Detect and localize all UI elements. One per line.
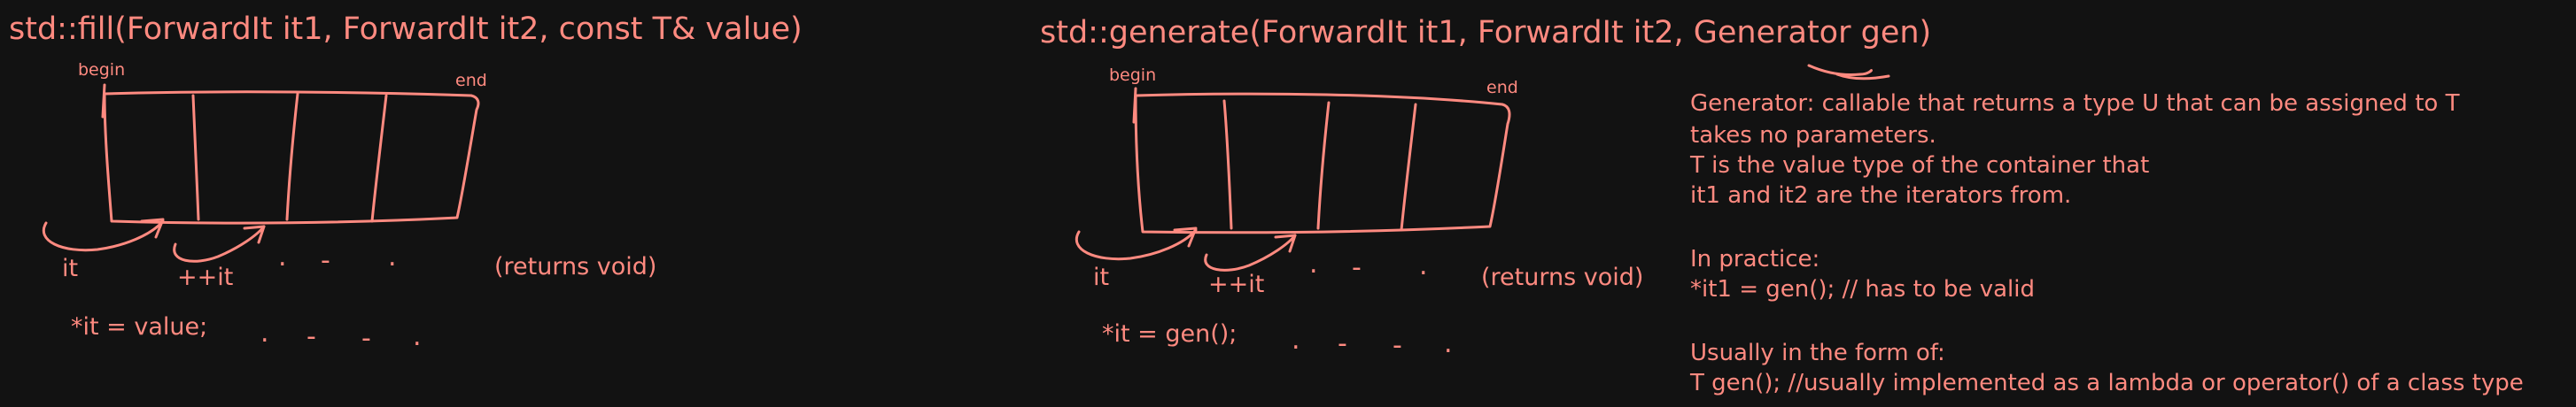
fill-array-divider-1	[191, 94, 200, 221]
generate-ellipsis-1: .	[1309, 249, 1318, 280]
fill-arrow-2-head	[243, 225, 266, 244]
generate-arrow-2-head	[1274, 234, 1297, 253]
fill-begin-marker	[101, 83, 106, 119]
fill-arrow-1	[43, 219, 165, 252]
generate-begin-label: begin	[1109, 65, 1157, 85]
fill-assignment: *it = value;	[71, 313, 208, 341]
fill-begin-label: begin	[78, 60, 126, 80]
generate-it-label: it	[1093, 264, 1110, 291]
fill-assign-ellipsis-2: -	[306, 321, 316, 352]
fill-end-label: end	[455, 71, 487, 90]
note-value-type: T is the value type of the container tha…	[1690, 152, 2150, 179]
note-usual-implementation: T gen(); //usually implemented as a lamb…	[1690, 370, 2524, 396]
note-valid-expression: *it1 = gen(); // has to be valid	[1690, 276, 2035, 303]
note-generator-definition: Generator: callable that returns a type …	[1690, 90, 2460, 117]
note-iterators: it1 and it2 are the iterators from.	[1690, 182, 2072, 209]
fill-assign-ellipsis-4: .	[413, 321, 422, 352]
fill-arrow-2	[173, 225, 266, 263]
fill-signature: std::fill(ForwardIt it1, ForwardIt it2, …	[9, 12, 803, 47]
generate-assign-ellipsis-2: -	[1338, 328, 1347, 359]
note-in-practice: In practice:	[1690, 246, 1820, 273]
generate-array-divider-1	[1222, 99, 1233, 230]
generate-ellipsis-2: -	[1352, 252, 1362, 283]
fill-next-label: ++it	[177, 264, 234, 291]
generate-assign-ellipsis-4: .	[1444, 328, 1453, 359]
fill-it-label: it	[62, 255, 79, 282]
generate-assign-ellipsis-3: -	[1393, 330, 1402, 361]
fill-array-divider-3	[370, 94, 388, 223]
fill-ellipsis-3: .	[388, 242, 397, 273]
generator-underline	[1807, 64, 1873, 76]
fill-ellipsis-2: -	[321, 245, 330, 276]
generate-begin-marker	[1132, 87, 1137, 124]
fill-ellipsis-1: .	[278, 242, 287, 273]
generate-arrow-1	[1075, 228, 1198, 261]
generate-ellipsis-3: .	[1419, 250, 1428, 281]
fill-array-divider-2	[285, 92, 299, 221]
generate-array-divider-2	[1316, 101, 1331, 230]
fill-arrow-1-head	[140, 218, 165, 239]
fill-array-box	[103, 90, 480, 225]
generator-underline-tail	[1835, 73, 1890, 81]
generate-diagram	[1075, 64, 1890, 272]
note-no-parameters: takes no parameters.	[1690, 122, 1936, 149]
generate-arrow-1-head	[1173, 227, 1198, 248]
note-usual-form: Usually in the form of:	[1690, 340, 1945, 366]
generate-assignment: *it = gen();	[1102, 320, 1238, 348]
generate-end-label: end	[1486, 78, 1518, 97]
generate-array-divider-3	[1400, 103, 1417, 232]
generate-next-label: ++it	[1208, 271, 1265, 298]
fill-assign-ellipsis-1: .	[260, 318, 269, 349]
generate-array-box	[1134, 92, 1511, 234]
generate-assign-ellipsis-1: .	[1292, 325, 1300, 356]
fill-diagram	[43, 83, 480, 263]
generate-returns: (returns void)	[1481, 264, 1644, 291]
generate-signature: std::generate(ForwardIt it1, ForwardIt i…	[1040, 15, 1932, 50]
fill-assign-ellipsis-3: -	[361, 323, 371, 354]
generate-arrow-2	[1204, 234, 1297, 272]
fill-returns: (returns void)	[494, 253, 657, 280]
